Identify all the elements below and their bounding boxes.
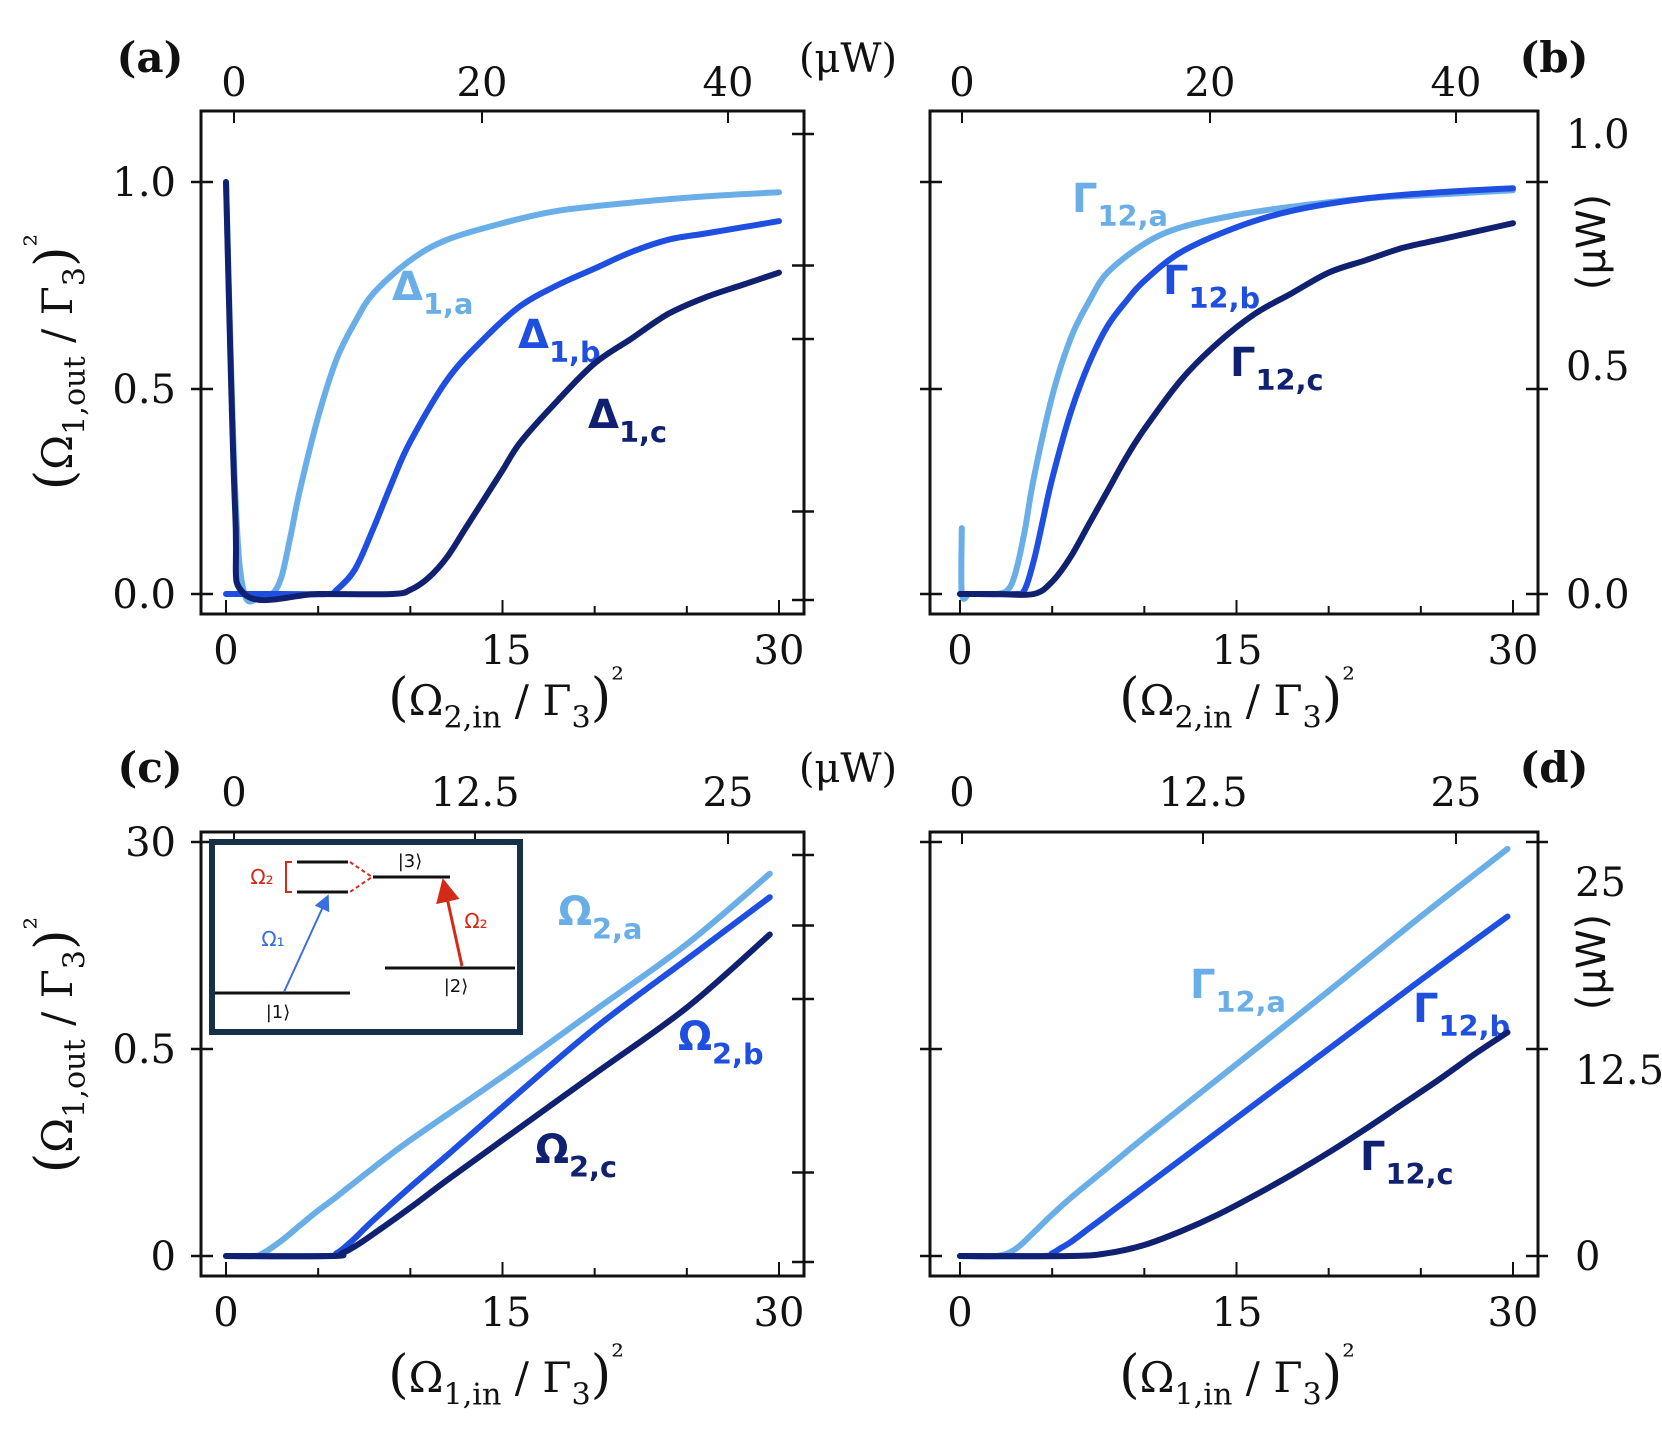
- omega2-arrow: [436, 878, 464, 967]
- series-label-1-b: Δ1,b: [518, 312, 601, 369]
- series-line-2-a: [223, 870, 773, 1260]
- series-label-12-b: Γ12,b: [1413, 986, 1510, 1043]
- top-tick-label: 40: [1431, 60, 1482, 106]
- panel-c: 0 15 30 0 12.5 25 (μW) 0 0.5 30 (c) (Ω1,in / Γ3)² (Ω…: [19, 743, 897, 1413]
- series-line-12-b: [957, 185, 1516, 598]
- series-label-1-c: Δ1,c: [588, 392, 667, 449]
- top-axis-unit: (μW): [799, 36, 897, 82]
- x-tick-label: 30: [1488, 628, 1539, 674]
- level-1-label: |1⟩: [266, 1002, 291, 1023]
- series-label-1-a: Δ1,a: [392, 264, 473, 321]
- series-line-2-c: [223, 931, 773, 1260]
- series-line-12-c: [957, 220, 1516, 598]
- top-tick-label: 12.5: [1158, 770, 1247, 816]
- x-tick-label: 0: [213, 628, 238, 674]
- series-line-1-b: [223, 218, 782, 598]
- split-bracket: [285, 861, 292, 893]
- right-tick-label: 0.5: [1566, 344, 1630, 390]
- x-tick-label: 15: [481, 1290, 532, 1336]
- top-tick-label: 12.5: [430, 770, 519, 816]
- panel-d: 0 15 30 0 12.5 25 0 12.5 25 (μW) (d) (Ω1,in / Γ3)² Γ…: [920, 743, 1662, 1413]
- y-tick-label: 0: [151, 1234, 176, 1280]
- x-tick-label: 30: [1488, 1290, 1539, 1336]
- top-tick-label: 0: [221, 60, 246, 106]
- right-tick-label: 0: [1575, 1234, 1600, 1280]
- y-tick-label: 1.0: [112, 160, 176, 206]
- omega1-label: Ω₁: [261, 927, 284, 951]
- panel-label: (a): [117, 33, 184, 82]
- x-axis-label: (Ω2,in / Γ3)²: [1119, 662, 1355, 736]
- top-tick-label: 0: [949, 770, 974, 816]
- x-tick-label: 30: [754, 1290, 805, 1336]
- inset-energy-diagram: Ω₂ |3⟩ |2⟩ |1⟩ Ω₁ Ω₂: [209, 839, 523, 1035]
- x-axis-label: (Ω1,in / Γ3)²: [1119, 1339, 1355, 1413]
- series-line-1-a: [223, 179, 782, 605]
- series-label-2-b: Ω2,b: [678, 1014, 764, 1071]
- top-tick-label: 25: [1431, 770, 1482, 816]
- y-tick-label: 0.0: [112, 572, 176, 618]
- panel-label: (d): [1519, 743, 1588, 792]
- panel-a: 0 15 30 0 20 40 (μW) 0.0 0.5 1.0 (a) (Ω2,in / Γ3)² (…: [19, 33, 897, 736]
- series-label-12-a: Γ12,a: [1190, 962, 1286, 1019]
- top-tick-label: 20: [457, 60, 508, 106]
- x-tick-label: 15: [481, 628, 532, 674]
- y-tick-label: 0.5: [112, 1027, 176, 1073]
- right-axis-unit: (μW): [1569, 194, 1615, 290]
- dressing-dashes: [349, 861, 374, 893]
- omega2-label: Ω₂: [464, 909, 487, 933]
- top-tick-label: 0: [949, 60, 974, 106]
- series-line-12-a: [958, 187, 1516, 602]
- x-tick-label: 0: [947, 1290, 972, 1336]
- right-tick-label: 25: [1575, 860, 1626, 906]
- x-axis-label: (Ω1,in / Γ3)²: [388, 1339, 624, 1413]
- omega1-arrow: [283, 894, 330, 993]
- y-axis-label: (Ω1,out / Γ3)²: [19, 917, 93, 1173]
- top-axis-unit: (μW): [799, 746, 897, 792]
- x-tick-label: 15: [1212, 1290, 1263, 1336]
- x-tick-label: 0: [213, 1290, 238, 1336]
- plot-frame: [928, 109, 1540, 616]
- split-label: Ω₂: [250, 865, 273, 889]
- panel-b: 0 15 30 0 20 40 0.0 0.5 1.0 (μW) (b) (Ω2,in / Γ3)² Γ…: [920, 33, 1630, 736]
- x-axis-label: (Ω2,in / Γ3)²: [388, 662, 624, 736]
- right-axis-unit: (μW): [1569, 914, 1615, 1010]
- top-tick-label: 40: [703, 60, 754, 106]
- level-2-label: |2⟩: [444, 976, 469, 997]
- top-tick-label: 0: [221, 770, 246, 816]
- panel-label: (b): [1519, 33, 1588, 82]
- series-line-12-a: [957, 845, 1511, 1260]
- plot-frame: [928, 830, 1540, 1278]
- panel-label: (c): [117, 743, 182, 792]
- y-tick-label: 0.5: [112, 367, 176, 413]
- y-axis-label: (Ω1,out / Γ3)²: [19, 234, 93, 490]
- right-tick-label: 1.0: [1566, 112, 1630, 158]
- inset-frame: [209, 839, 523, 1035]
- x-tick-label: 0: [947, 628, 972, 674]
- level-3-label: |3⟩: [398, 851, 423, 872]
- series-label-12-b: Γ12,b: [1163, 258, 1260, 315]
- right-tick-label: 0.0: [1566, 572, 1630, 618]
- x-tick-label: 30: [754, 628, 805, 674]
- series-label-2-c: Ω2,c: [535, 1127, 617, 1184]
- x-tick-label: 15: [1212, 628, 1263, 674]
- right-tick-label: 12.5: [1575, 1048, 1662, 1094]
- y-tick-label: 30: [125, 820, 176, 866]
- top-tick-label: 25: [703, 770, 754, 816]
- top-tick-label: 20: [1185, 60, 1236, 106]
- series-label-12-a: Γ12,a: [1072, 176, 1168, 233]
- series-label-12-c: Γ12,c: [1230, 340, 1324, 397]
- series-line-12-c: [957, 1029, 1511, 1260]
- series-label-12-c: Γ12,c: [1360, 1134, 1454, 1191]
- series-line-1-c: [223, 179, 782, 604]
- series-label-2-a: Ω2,a: [558, 889, 642, 946]
